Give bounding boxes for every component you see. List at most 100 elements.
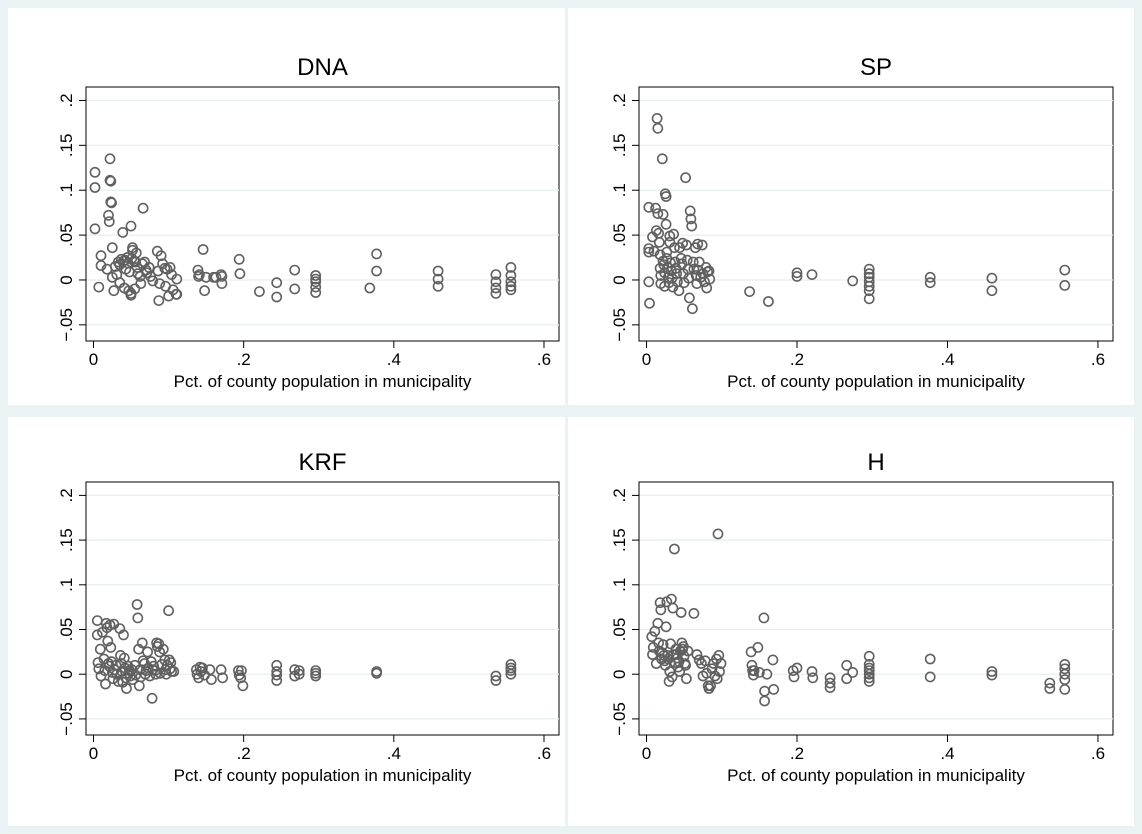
data-point-97: [432, 273, 444, 285]
data-point-13: [653, 236, 665, 248]
data-point-36: [675, 607, 687, 618]
data-point-55: [683, 272, 695, 284]
data-point-68: [748, 665, 760, 676]
data-point-42: [680, 659, 691, 671]
data-point-49: [136, 637, 148, 649]
data-point-93: [863, 672, 875, 684]
x-tick-label-0: 0: [642, 350, 651, 369]
data-point-64: [164, 261, 176, 273]
data-point-96: [432, 265, 444, 277]
data-point-8: [654, 597, 666, 609]
data-point-93: [986, 272, 998, 284]
data-point-83: [824, 677, 836, 689]
data-point-91: [232, 665, 244, 676]
y-tick-label-0p2: .2: [610, 93, 629, 107]
data-point-89: [215, 664, 227, 676]
data-point-88: [310, 270, 322, 281]
data-point-58: [155, 250, 167, 262]
data-point-106: [310, 670, 322, 682]
y-tick-label-0: 0: [610, 275, 629, 284]
y-tick-label-0p15: .15: [57, 134, 76, 158]
data-point-65: [746, 659, 758, 671]
data-point-85: [863, 268, 875, 280]
y-tick-label-0p15: .15: [57, 528, 76, 552]
data-point-83: [847, 275, 859, 287]
data-point-91: [924, 271, 936, 283]
data-point-98: [986, 669, 998, 681]
y-tick-label-m0p05: −.05: [610, 308, 629, 342]
x-axis-label: Pct. of county population in municipalit…: [727, 372, 1025, 391]
data-point-12: [657, 639, 669, 651]
plot-area: [85, 86, 560, 342]
data-point-18: [656, 153, 668, 165]
x-tick-label-0p4: .4: [940, 350, 954, 369]
panel-title: H: [867, 449, 884, 476]
data-point-95: [924, 653, 936, 665]
data-point-13: [106, 197, 117, 209]
data-point-95: [371, 265, 382, 277]
data-point-3: [643, 276, 655, 288]
data-point-6: [648, 245, 660, 257]
data-point-68: [693, 256, 705, 268]
data-point-77: [210, 271, 222, 283]
data-point-0: [89, 166, 101, 178]
plot-area: [638, 86, 1114, 342]
data-point-7: [650, 202, 661, 214]
data-point-45: [135, 278, 147, 289]
data-point-57: [154, 278, 165, 289]
y-tick-label-m0p05: −.05: [610, 702, 629, 736]
data-point-9: [104, 153, 116, 165]
data-point-101: [490, 282, 502, 294]
data-point-84: [824, 682, 836, 693]
data-point-74: [163, 605, 174, 617]
data-point-94: [863, 676, 875, 687]
data-point-87: [289, 283, 301, 295]
data-point-19: [657, 208, 669, 220]
data-point-68: [171, 288, 183, 300]
data-point-99: [490, 269, 502, 280]
data-point-94: [235, 665, 247, 676]
data-point-27: [669, 543, 680, 555]
data-point-54: [142, 646, 153, 658]
data-point-90: [863, 293, 875, 305]
data-point-69: [171, 273, 183, 285]
data-point-70: [192, 264, 204, 276]
data-point-12: [102, 635, 114, 647]
data-point-81: [233, 253, 245, 265]
data-point-88: [863, 650, 875, 662]
data-point-84: [271, 277, 283, 289]
data-point-46: [675, 252, 687, 264]
data-point-10: [652, 122, 664, 134]
data-point-93: [364, 282, 376, 294]
x-tick-label-0p4: .4: [940, 744, 954, 763]
data-point-81: [791, 267, 803, 279]
x-tick-label-0p6: .6: [1091, 350, 1105, 369]
y-tick-label-0p15: .15: [610, 134, 629, 158]
data-point-32: [125, 220, 137, 232]
data-point-103: [505, 261, 517, 273]
data-point-42: [671, 268, 682, 280]
data-point-85: [271, 291, 283, 303]
data-point-30: [118, 629, 129, 641]
data-point-86: [841, 673, 853, 685]
panels: DNA −.05 0 .05 .1 .15 .2 0 .2 .4 .6 Pct. of county …: [8, 8, 1134, 826]
data-point-45: [688, 608, 700, 619]
data-point-11: [652, 208, 664, 219]
data-point-1: [643, 243, 655, 254]
y-tick-label-0p05: .05: [57, 223, 76, 247]
x-tick-label-0p4: .4: [387, 350, 401, 369]
x-tick-label-0p2: .2: [790, 744, 804, 763]
data-point-96: [1059, 279, 1071, 291]
y-tick-label-0p2: .2: [57, 93, 76, 107]
data-point-24: [666, 671, 678, 683]
data-point-103: [1059, 668, 1071, 680]
data-point-85: [841, 659, 853, 671]
data-point-47: [137, 202, 149, 214]
data-point-104: [505, 270, 517, 281]
data-point-39: [669, 242, 680, 254]
x-tick-label-0p2: .2: [790, 350, 804, 369]
points: [643, 113, 1071, 315]
data-point-16: [105, 642, 117, 653]
data-point-8: [103, 216, 115, 227]
data-point-73: [197, 244, 209, 255]
